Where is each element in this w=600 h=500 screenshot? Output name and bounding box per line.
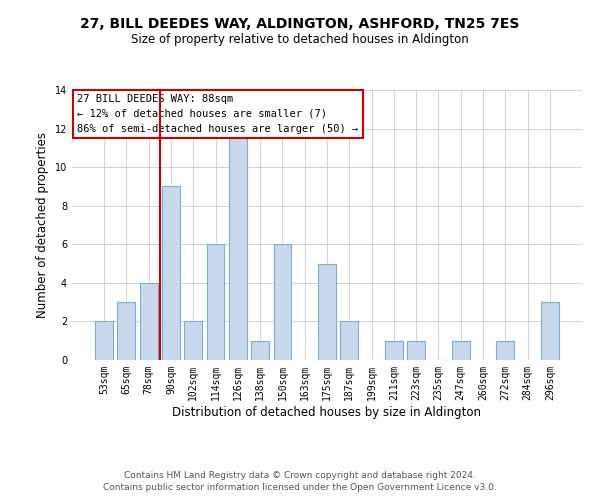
- Text: Contains HM Land Registry data © Crown copyright and database right 2024.
Contai: Contains HM Land Registry data © Crown c…: [103, 471, 497, 492]
- Text: 27 BILL DEEDES WAY: 88sqm
← 12% of detached houses are smaller (7)
86% of semi-d: 27 BILL DEEDES WAY: 88sqm ← 12% of detac…: [77, 94, 358, 134]
- Bar: [95, 322, 113, 360]
- Bar: [206, 244, 224, 360]
- Bar: [229, 128, 247, 360]
- Bar: [184, 322, 202, 360]
- Bar: [140, 283, 158, 360]
- Y-axis label: Number of detached properties: Number of detached properties: [36, 132, 49, 318]
- Bar: [251, 340, 269, 360]
- X-axis label: Distribution of detached houses by size in Aldington: Distribution of detached houses by size …: [173, 406, 482, 418]
- Bar: [496, 340, 514, 360]
- Bar: [407, 340, 425, 360]
- Bar: [318, 264, 336, 360]
- Bar: [385, 340, 403, 360]
- Bar: [274, 244, 292, 360]
- Text: Size of property relative to detached houses in Aldington: Size of property relative to detached ho…: [131, 32, 469, 46]
- Bar: [340, 322, 358, 360]
- Bar: [162, 186, 180, 360]
- Text: 27, BILL DEEDES WAY, ALDINGTON, ASHFORD, TN25 7ES: 27, BILL DEEDES WAY, ALDINGTON, ASHFORD,…: [80, 18, 520, 32]
- Bar: [118, 302, 136, 360]
- Bar: [452, 340, 470, 360]
- Bar: [541, 302, 559, 360]
